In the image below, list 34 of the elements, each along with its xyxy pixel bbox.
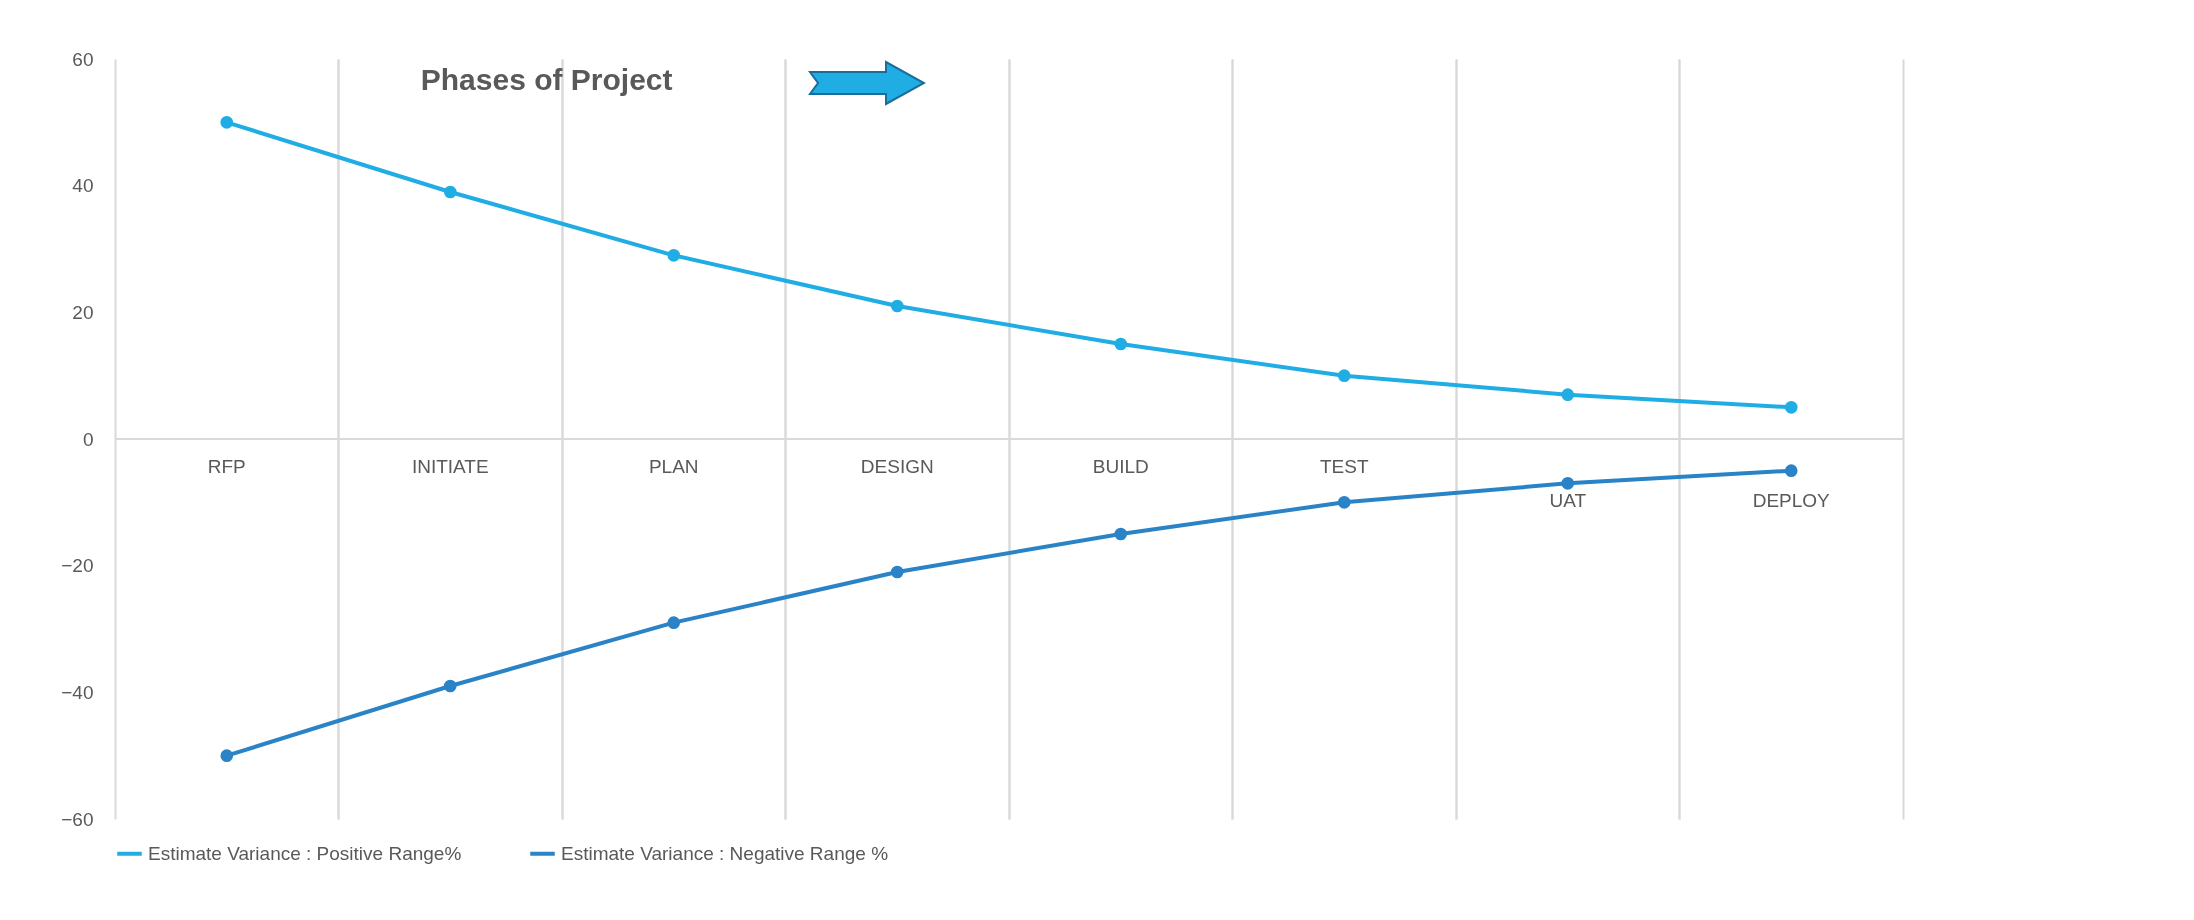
x-tick-label: TEST [1319,455,1369,477]
point [443,185,457,199]
point [443,679,457,693]
x-tick-label: BUILD [1092,455,1149,477]
y-tick-label: −40 [61,681,94,703]
y-tick-label: 0 [82,428,94,450]
point [1561,477,1575,490]
point [1784,401,1798,414]
point [890,299,904,313]
x-tick-label: RFP [207,455,246,477]
point [1561,388,1575,401]
y-tick-label: 20 [72,301,94,323]
point [890,565,904,579]
point [1784,464,1798,477]
x-tick-label: DEPLOY [1752,489,1831,511]
y-tick-label: 60 [72,48,94,70]
point [1337,369,1351,382]
point [220,116,234,129]
legend-label: Estimate Variance : Negative Range % [561,842,889,864]
point [1114,527,1128,541]
point [1114,337,1128,351]
y-tick-label: −60 [61,808,94,830]
x-tick-label: PLAN [648,455,699,477]
x-tick-label: DESIGN [860,455,934,477]
x-tick-label: UAT [1549,489,1587,511]
x-tick-label: INITIATE [411,455,489,477]
y-tick-label: 40 [72,175,94,197]
y-tick-label: −20 [61,555,94,577]
point [667,249,681,262]
point [220,749,234,762]
legend-label: Estimate Variance : Positive Range% [148,842,462,864]
point [667,616,681,629]
chart-title: Phases of Project [420,63,673,96]
point [1337,496,1351,509]
